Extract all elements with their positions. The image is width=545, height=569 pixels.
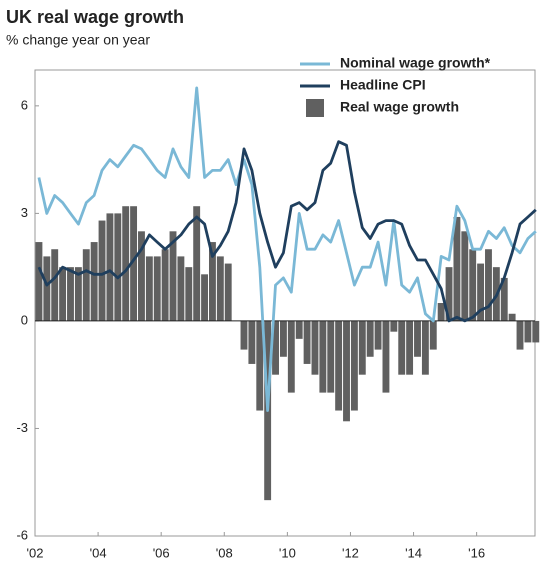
bar: [445, 267, 453, 321]
plot-frame: [34, 69, 536, 537]
bar: [43, 256, 51, 321]
bar: [335, 320, 343, 411]
bar: [437, 303, 445, 321]
bar: [461, 231, 469, 321]
bar: [67, 267, 74, 321]
bar: [485, 249, 492, 321]
bar: [161, 249, 169, 321]
line-series: [37, 140, 537, 323]
bar: [74, 267, 82, 321]
bar: [224, 263, 232, 321]
bar: [374, 320, 382, 350]
bar: [169, 231, 177, 321]
bar: [469, 249, 477, 321]
bar: [35, 242, 43, 321]
bar: [193, 206, 201, 321]
bar: [366, 320, 374, 357]
bar: [185, 267, 193, 321]
x-tick-label: '12: [342, 545, 359, 560]
x-tick-label: '02: [27, 545, 44, 560]
bar: [138, 231, 145, 321]
bar: [153, 256, 161, 321]
bar: [319, 320, 327, 393]
bar: [390, 320, 398, 332]
bar: [209, 242, 216, 321]
x-tick-label: '10: [279, 545, 296, 560]
legend-swatch: [306, 99, 324, 117]
bar: [414, 320, 421, 357]
bar: [516, 320, 524, 350]
bar: [524, 320, 532, 343]
bar: [382, 320, 390, 393]
x-tick-label: '04: [90, 545, 107, 560]
bar: [98, 220, 106, 321]
bar: [358, 320, 366, 375]
bar: [272, 320, 279, 375]
bar: [122, 206, 130, 321]
bar: [477, 263, 485, 321]
bar: [248, 320, 256, 364]
bar: [350, 320, 358, 411]
bar: [106, 213, 114, 321]
y-tick-label: 3: [21, 205, 28, 220]
bar: [295, 320, 303, 339]
x-tick-label: '14: [405, 545, 422, 560]
bar: [508, 313, 516, 321]
bar: [130, 206, 138, 321]
bar: [421, 320, 429, 375]
legend-label: Headline CPI: [340, 77, 426, 93]
line-series: [37, 86, 537, 412]
chart-subtitle: % change year on year: [6, 32, 150, 48]
bar: [343, 320, 350, 422]
bar: [303, 320, 311, 364]
legend-label: Real wage growth: [340, 99, 459, 115]
bar: [398, 320, 406, 375]
bar: [90, 242, 98, 321]
bar: [279, 320, 287, 357]
bar: [240, 320, 248, 350]
bar: [287, 320, 295, 393]
x-tick-label: '16: [468, 545, 485, 560]
chart-title: UK real wage growth: [6, 7, 184, 27]
bar: [256, 320, 264, 411]
bar: [532, 320, 540, 343]
bar: [177, 256, 185, 321]
legend-label: Nominal wage growth*: [340, 55, 491, 71]
y-tick-label: -6: [16, 527, 28, 542]
bar: [311, 320, 319, 375]
y-tick-label: -3: [16, 420, 28, 435]
bar: [327, 320, 335, 393]
x-tick-label: '06: [153, 545, 170, 560]
x-tick-label: '08: [216, 545, 233, 560]
bar: [429, 320, 437, 350]
bar: [406, 320, 414, 375]
bar: [51, 249, 59, 321]
bar: [201, 274, 209, 321]
bar: [216, 256, 224, 321]
bar: [82, 249, 90, 321]
y-tick-label: 6: [21, 97, 28, 112]
bar: [145, 256, 153, 321]
bar: [114, 213, 122, 321]
bar: [59, 267, 67, 321]
bar: [500, 277, 508, 321]
bar: [453, 216, 461, 321]
y-tick-label: 0: [21, 312, 28, 327]
